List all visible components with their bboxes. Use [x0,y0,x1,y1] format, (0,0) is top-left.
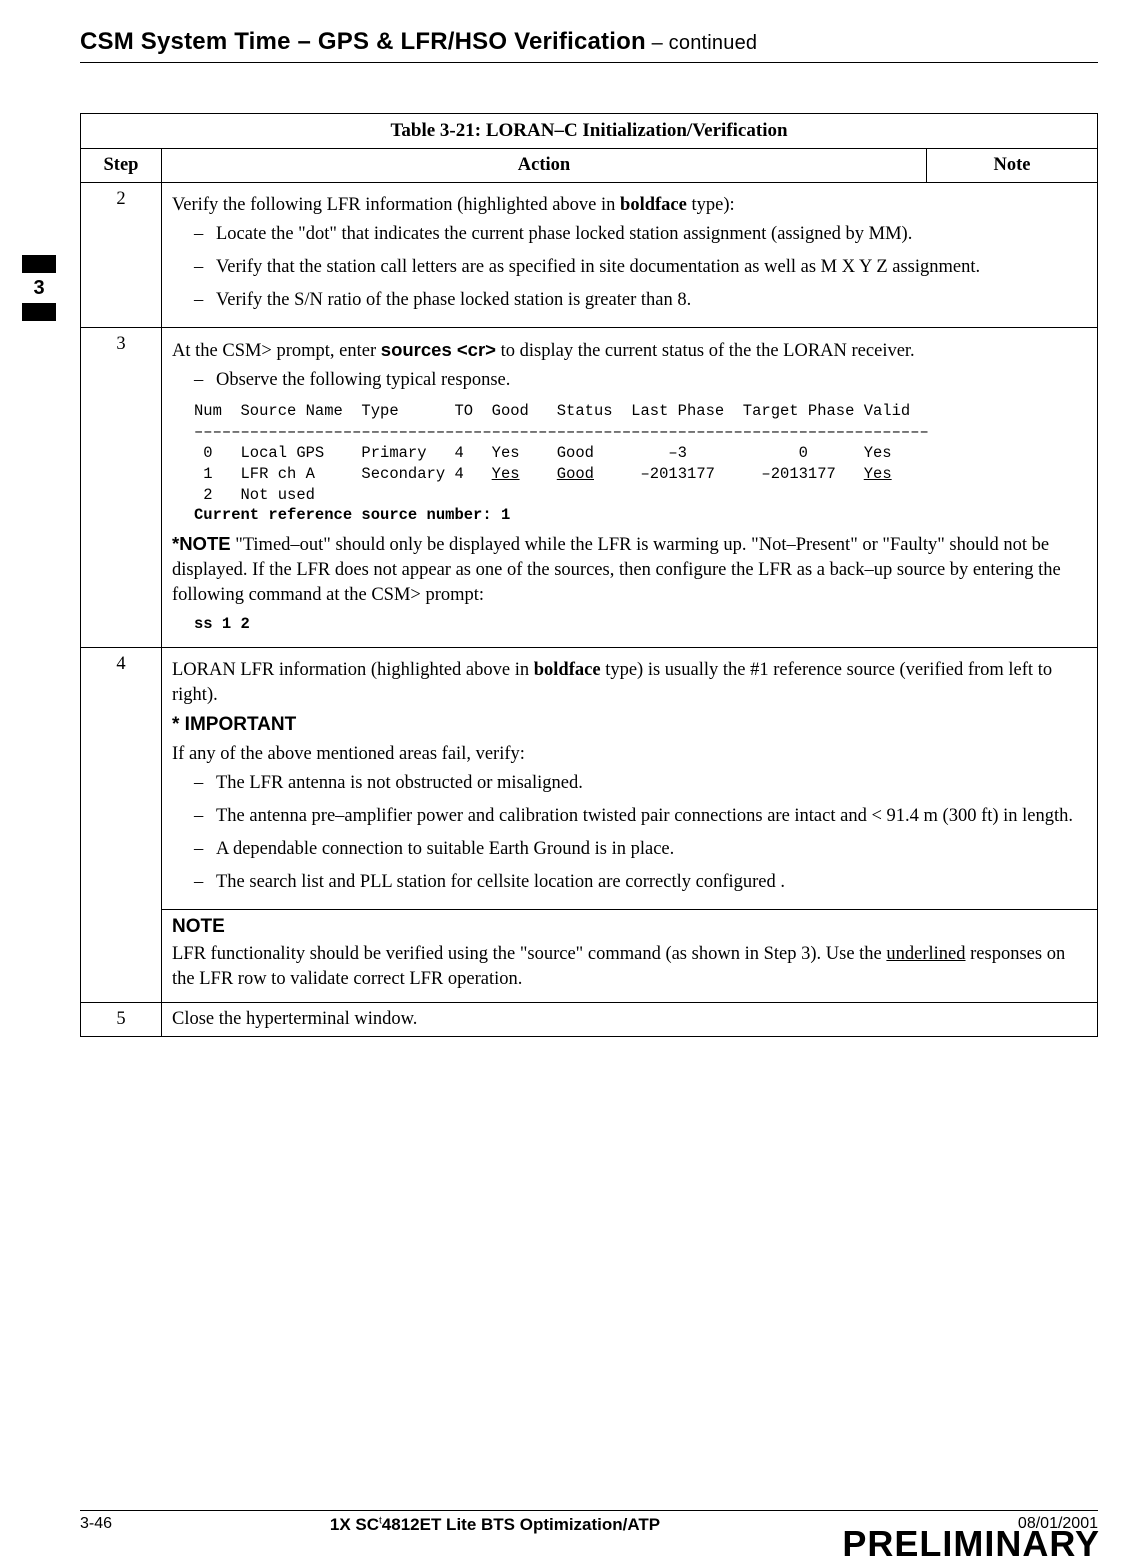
list-item: The LFR antenna is not obstructed or mis… [194,771,1087,796]
header-note: Note [927,149,1098,183]
footer-center: 1X SCt4812ET Lite BTS Optimization/ATP [112,1515,878,1535]
footer-page-number: 3-46 [80,1515,112,1533]
header-step: Step [81,149,162,183]
fail-intro: If any of the above mentioned areas fail… [172,742,1087,767]
step2-intro: Verify the following LFR information (hi… [172,193,1087,218]
terminal-output: Num Source Name Type TO Good Status Last… [194,401,1087,527]
list-item: The antenna pre–amplifier power and cali… [194,804,1087,829]
step3-note: *NOTE "Timed–out" should only be display… [172,532,1087,608]
header-action: Action [162,149,927,183]
step-number: 3 [81,327,162,647]
footer-row: 3-46 1X SCt4812ET Lite BTS Optimization/… [80,1515,1098,1535]
important-label: * IMPORTANT [172,712,1087,738]
list-item: Verify the S/N ratio of the phase locked… [194,288,1087,313]
action-cell: LORAN LFR information (highlighted above… [162,648,1098,909]
tab-bottom-square [22,303,56,321]
preliminary-watermark: PRELIMINARY [842,1523,1100,1565]
table-caption-row: Table 3-21: LORAN–C Initialization/Verif… [81,114,1098,149]
list-item: Locate the "dot" that indicates the curr… [194,222,1087,247]
footer-rule [80,1510,1098,1511]
procedure-table: Table 3-21: LORAN–C Initialization/Verif… [80,113,1098,1037]
step-number: 5 [81,1002,162,1036]
action-cell: Close the hyperterminal window. [162,1002,1098,1036]
page-title: CSM System Time – GPS & LFR/HSO Verifica… [80,28,1098,56]
list-item: The search list and PLL station for cell… [194,870,1087,895]
ss-command: ss 1 2 [194,614,1087,635]
tab-number: 3 [22,273,56,303]
page-footer: 3-46 1X SCt4812ET Lite BTS Optimization/… [80,1510,1098,1535]
list-item: A dependable connection to suitable Eart… [194,837,1087,862]
step3-intro: At the CSM> prompt, enter sources <cr> t… [172,338,1087,364]
table-row-note: NOTE LFR functionality should be verifie… [81,909,1098,1002]
table-row: 2 Verify the following LFR information (… [81,183,1098,328]
caption-prefix: Table 3-21: [390,120,481,141]
step4-intro: LORAN LFR information (highlighted above… [172,658,1087,708]
step2-list: Locate the "dot" that indicates the curr… [172,222,1087,313]
note-cell: NOTE LFR functionality should be verifie… [162,909,1098,1002]
section-tab: 3 [22,255,56,321]
action-cell: At the CSM> prompt, enter sources <cr> t… [162,327,1098,647]
footer-right: 08/01/2001 PRELIMINARY [878,1515,1098,1533]
title-suffix: – continued [646,32,757,54]
title-main: CSM System Time – GPS & LFR/HSO Verifica… [80,28,646,55]
note-label: NOTE [172,916,1087,938]
step3-list: Observe the following typical response. [172,368,1087,393]
title-rule [80,62,1098,63]
note-text: LFR functionality should be verified usi… [172,942,1087,992]
table-caption: Table 3-21: LORAN–C Initialization/Verif… [81,114,1098,149]
list-item: Verify that the station call letters are… [194,255,1087,280]
page: CSM System Time – GPS & LFR/HSO Verifica… [0,0,1148,1565]
step-number: 2 [81,183,162,328]
table-header-row: Step Action Note [81,149,1098,183]
table-row: 5 Close the hyperterminal window. [81,1002,1098,1036]
step4-list: The LFR antenna is not obstructed or mis… [172,771,1087,895]
step-number: 4 [81,648,162,1002]
tab-top-square [22,255,56,273]
caption-rest: LORAN–C Initialization/Verification [481,120,787,141]
list-item: Observe the following typical response. [194,368,1087,393]
action-cell: Verify the following LFR information (hi… [162,183,1098,328]
table-row: 3 At the CSM> prompt, enter sources <cr>… [81,327,1098,647]
table-row: 4 LORAN LFR information (highlighted abo… [81,648,1098,909]
